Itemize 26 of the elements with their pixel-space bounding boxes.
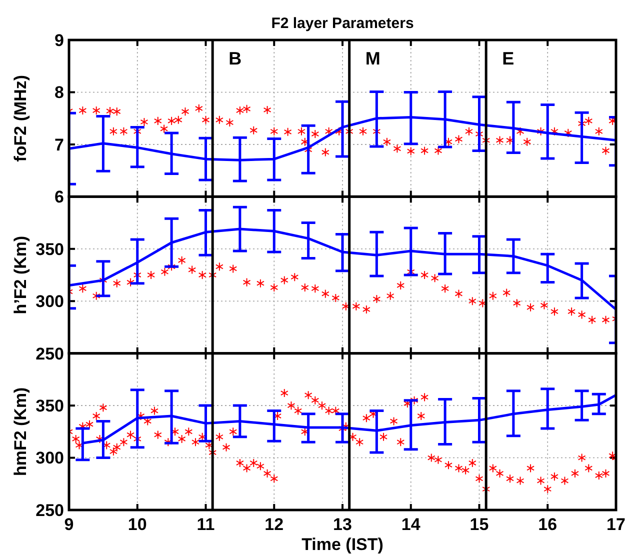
y-tick-label: 300 [36,292,64,312]
y-tick-label: 7 [54,135,64,154]
x-tick-label: 13 [333,515,352,534]
y-tick-label: 250 [36,344,64,364]
x-tick-label: 14 [401,515,421,534]
x-tick-label: 10 [128,515,147,534]
y-tick-label: 6 [54,188,64,207]
annotation: E [502,48,514,68]
y-tick-label: 8 [54,83,64,102]
x-tick-label: 11 [196,515,215,534]
x-tick-label: 16 [538,515,558,534]
x-axis-title: Time (IST) [302,535,384,554]
x-tick-label: 12 [264,515,284,534]
y-tick-label: 350 [36,240,64,259]
y-axis-title: hmF2 (Km) [10,387,30,476]
y-axis-title: foF2 (MHz) [10,74,30,162]
y-tick-label: 350 [36,396,64,416]
annotation: B [228,48,242,68]
y-tick-label: 9 [54,30,64,50]
x-tick-label: 15 [470,515,489,534]
chart-title: F2 layer Parameters [271,15,414,32]
annotation: M [365,48,380,68]
x-tick-label: 17 [606,515,626,534]
y-tick-label: 300 [36,448,64,468]
y-axis-title: h’F2 (Km) [10,236,30,314]
y-tick-label: 250 [36,500,64,520]
